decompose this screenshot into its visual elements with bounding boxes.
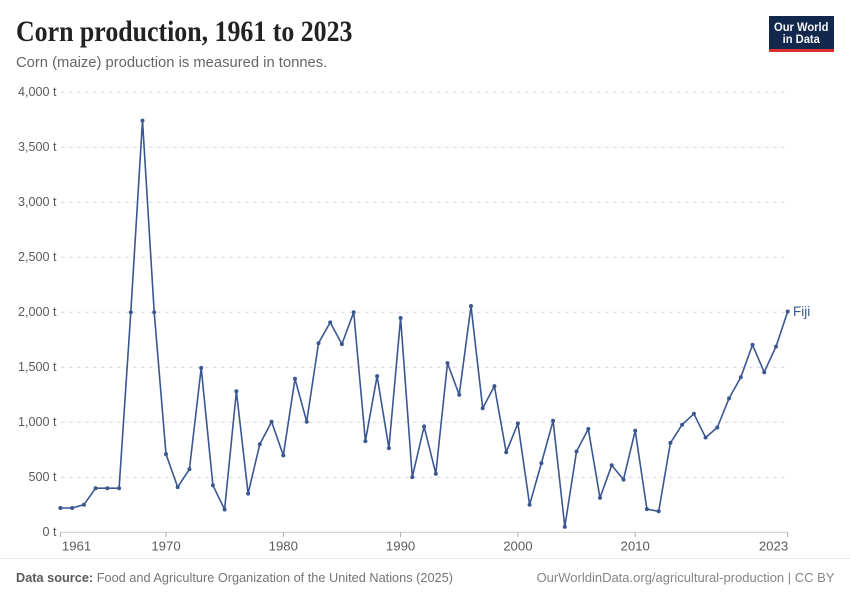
svg-text:Fiji: Fiji: [793, 304, 810, 319]
svg-text:1980: 1980: [269, 539, 298, 554]
svg-text:0 t: 0 t: [42, 525, 57, 539]
svg-text:3,500 t: 3,500 t: [18, 140, 57, 154]
svg-text:2023: 2023: [759, 539, 788, 554]
svg-text:1,500 t: 1,500 t: [18, 360, 57, 374]
svg-text:1,000 t: 1,000 t: [18, 415, 57, 429]
svg-text:2,500 t: 2,500 t: [18, 250, 57, 264]
svg-text:2000: 2000: [503, 539, 532, 554]
svg-text:4,000 t: 4,000 t: [18, 85, 57, 99]
svg-text:1990: 1990: [386, 539, 415, 554]
svg-text:1970: 1970: [151, 539, 180, 554]
svg-text:2,000 t: 2,000 t: [18, 305, 57, 319]
svg-text:2010: 2010: [621, 539, 650, 554]
svg-text:500 t: 500 t: [28, 470, 57, 484]
svg-text:1961: 1961: [62, 539, 91, 554]
svg-text:3,000 t: 3,000 t: [18, 195, 57, 209]
